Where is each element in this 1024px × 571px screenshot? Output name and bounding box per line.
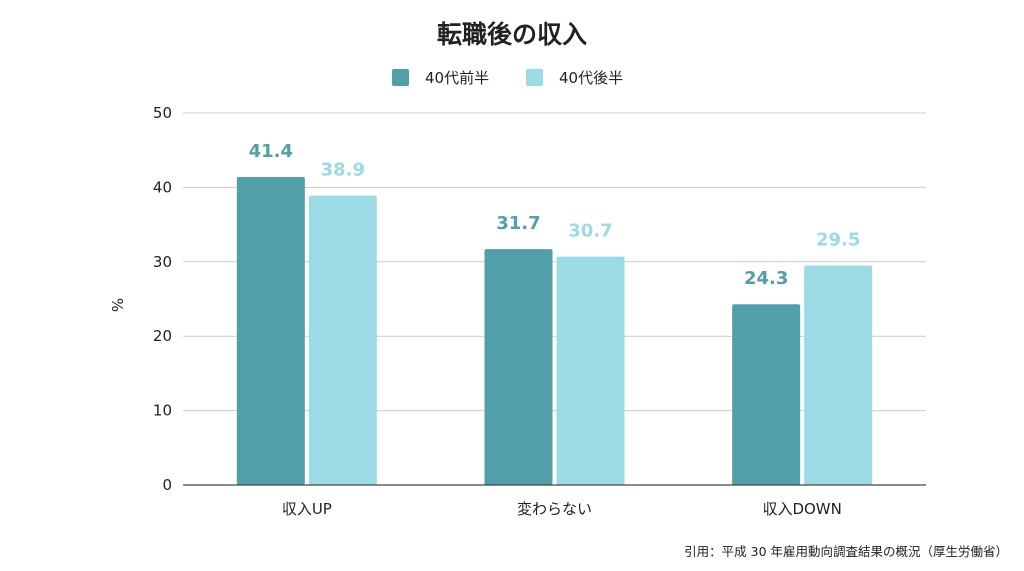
y-tick-label: 10 (153, 402, 172, 420)
data-label: 31.7 (496, 213, 540, 234)
legend-item: 40代前半 (392, 69, 489, 87)
legend-label: 40代前半 (425, 69, 489, 87)
x-category-label: 収入DOWN (762, 500, 841, 518)
legend-swatch (526, 69, 543, 86)
legend-label: 40代後半 (559, 69, 623, 87)
legend-item: 40代後半 (526, 69, 623, 87)
y-tick-label: 30 (153, 253, 172, 271)
chart-title: 転職後の収入 (437, 20, 587, 49)
data-label: 30.7 (568, 221, 612, 242)
data-label: 38.9 (321, 160, 365, 181)
y-axis-label: % (108, 298, 126, 312)
legend: 40代前半 40代後半 (392, 69, 623, 87)
source-note: 引用：平成 30 年雇用動向調査結果の概況（厚生労働省） (684, 544, 1008, 559)
data-label: 41.4 (249, 141, 293, 162)
bars (236, 176, 873, 486)
value-labels: 41.4 38.9 31.7 30.7 24.3 29.5 (249, 141, 861, 289)
y-axis-ticks: 0 10 20 30 40 50 (153, 104, 172, 494)
bar (732, 304, 801, 485)
bar (804, 265, 873, 485)
data-label: 29.5 (816, 230, 860, 251)
y-tick-label: 0 (162, 476, 172, 494)
data-label: 24.3 (744, 268, 788, 289)
category-labels: 収入UP 変わらない 収入DOWN (282, 500, 842, 518)
y-tick-label: 50 (153, 104, 172, 122)
bar (236, 176, 305, 485)
bar (484, 249, 553, 485)
bar (556, 256, 625, 485)
x-category-label: 変わらない (517, 500, 592, 518)
bar (308, 195, 377, 486)
x-category-label: 収入UP (282, 500, 332, 518)
y-tick-label: 20 (153, 327, 172, 345)
y-tick-label: 40 (153, 178, 172, 196)
legend-swatch (392, 69, 409, 86)
gridlines (183, 112, 926, 412)
